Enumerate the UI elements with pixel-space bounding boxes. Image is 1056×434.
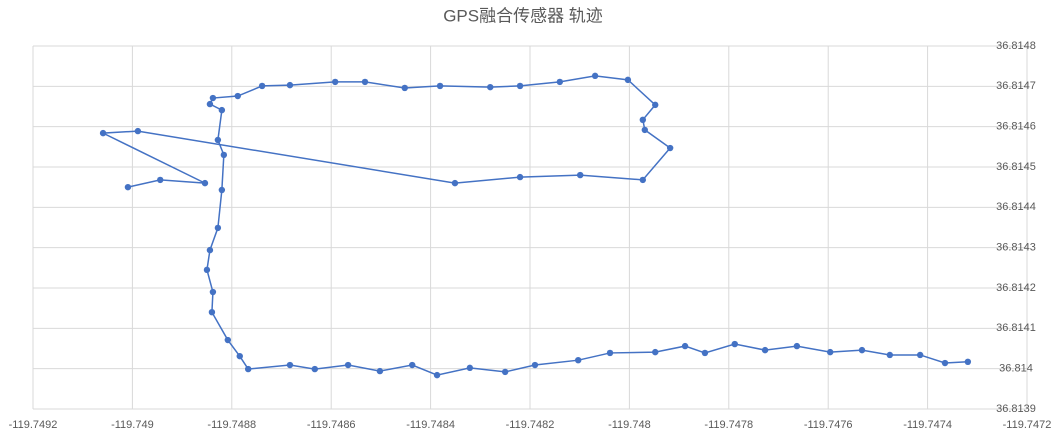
x-tick-label: -119.7474 <box>903 419 952 431</box>
point <box>234 92 241 100</box>
point <box>941 359 949 367</box>
point <box>224 336 232 344</box>
point <box>886 351 894 359</box>
x-tick-label: -119.7488 <box>207 419 256 431</box>
point <box>361 78 369 86</box>
point <box>793 342 801 350</box>
y-tick-label: 36.8148 <box>996 40 1036 52</box>
x-tick-label: -119.7492 <box>9 419 58 431</box>
point <box>501 368 509 376</box>
point <box>591 72 599 80</box>
y-tick-label: 36.8146 <box>996 121 1036 133</box>
point <box>201 179 209 187</box>
y-tick-label: 36.8143 <box>996 242 1036 254</box>
point <box>731 340 738 348</box>
point <box>451 179 459 187</box>
point <box>701 349 709 357</box>
point <box>652 101 659 109</box>
point <box>531 361 539 369</box>
point <box>409 361 416 369</box>
point <box>245 365 252 373</box>
point <box>209 94 217 102</box>
point <box>286 81 294 89</box>
point <box>606 349 614 357</box>
point <box>124 183 132 191</box>
x-tick-label: -119.749 <box>111 419 154 431</box>
point <box>331 78 339 86</box>
point <box>311 365 318 373</box>
point <box>206 100 214 108</box>
point <box>639 116 647 124</box>
point <box>99 129 107 137</box>
point <box>576 171 584 179</box>
point <box>858 346 866 354</box>
point <box>639 176 647 184</box>
point <box>624 76 632 84</box>
point <box>761 346 769 354</box>
y-tick-label: 36.8145 <box>996 161 1036 173</box>
point <box>206 246 214 254</box>
x-tick-label: -119.7484 <box>406 419 455 431</box>
x-tick-label: -119.748 <box>608 419 651 431</box>
x-tick-label: -119.7486 <box>307 419 356 431</box>
point <box>433 371 441 379</box>
point <box>218 186 226 194</box>
point <box>157 176 164 184</box>
y-tick-label: 36.8141 <box>996 322 1036 334</box>
x-tick-label: -119.7478 <box>704 419 753 431</box>
point <box>681 342 689 350</box>
trajectory-line <box>100 75 968 376</box>
y-tick-label: 36.814 <box>999 363 1033 375</box>
point <box>220 151 228 159</box>
y-tick-label: 36.8147 <box>996 80 1036 92</box>
point <box>401 84 408 92</box>
point <box>487 83 494 91</box>
point <box>218 106 226 114</box>
point <box>286 361 294 369</box>
point <box>436 82 444 90</box>
point <box>466 364 474 372</box>
point <box>652 348 659 356</box>
chart-title: GPS融合传感器 轨迹 <box>443 6 603 25</box>
point <box>134 127 142 135</box>
point <box>916 351 924 359</box>
y-tick-label: 36.8142 <box>996 282 1036 294</box>
x-tick-label: -119.7472 <box>1003 419 1052 431</box>
point <box>214 136 222 144</box>
point <box>575 356 582 364</box>
point <box>236 352 243 360</box>
point <box>376 367 384 375</box>
point <box>641 126 649 134</box>
y-tick-label: 36.8144 <box>996 201 1036 213</box>
point <box>516 82 524 90</box>
x-tick-label: -119.7476 <box>804 419 853 431</box>
point <box>203 266 211 274</box>
point <box>666 144 674 152</box>
point <box>208 309 216 316</box>
point <box>209 288 217 296</box>
point <box>964 358 972 366</box>
point <box>214 224 222 232</box>
point <box>516 173 524 181</box>
y-tick-label: 36.8139 <box>996 403 1036 415</box>
point <box>258 82 266 90</box>
point <box>826 348 834 356</box>
point <box>556 78 564 86</box>
x-tick-label: -119.7482 <box>506 419 555 431</box>
point <box>344 361 352 369</box>
